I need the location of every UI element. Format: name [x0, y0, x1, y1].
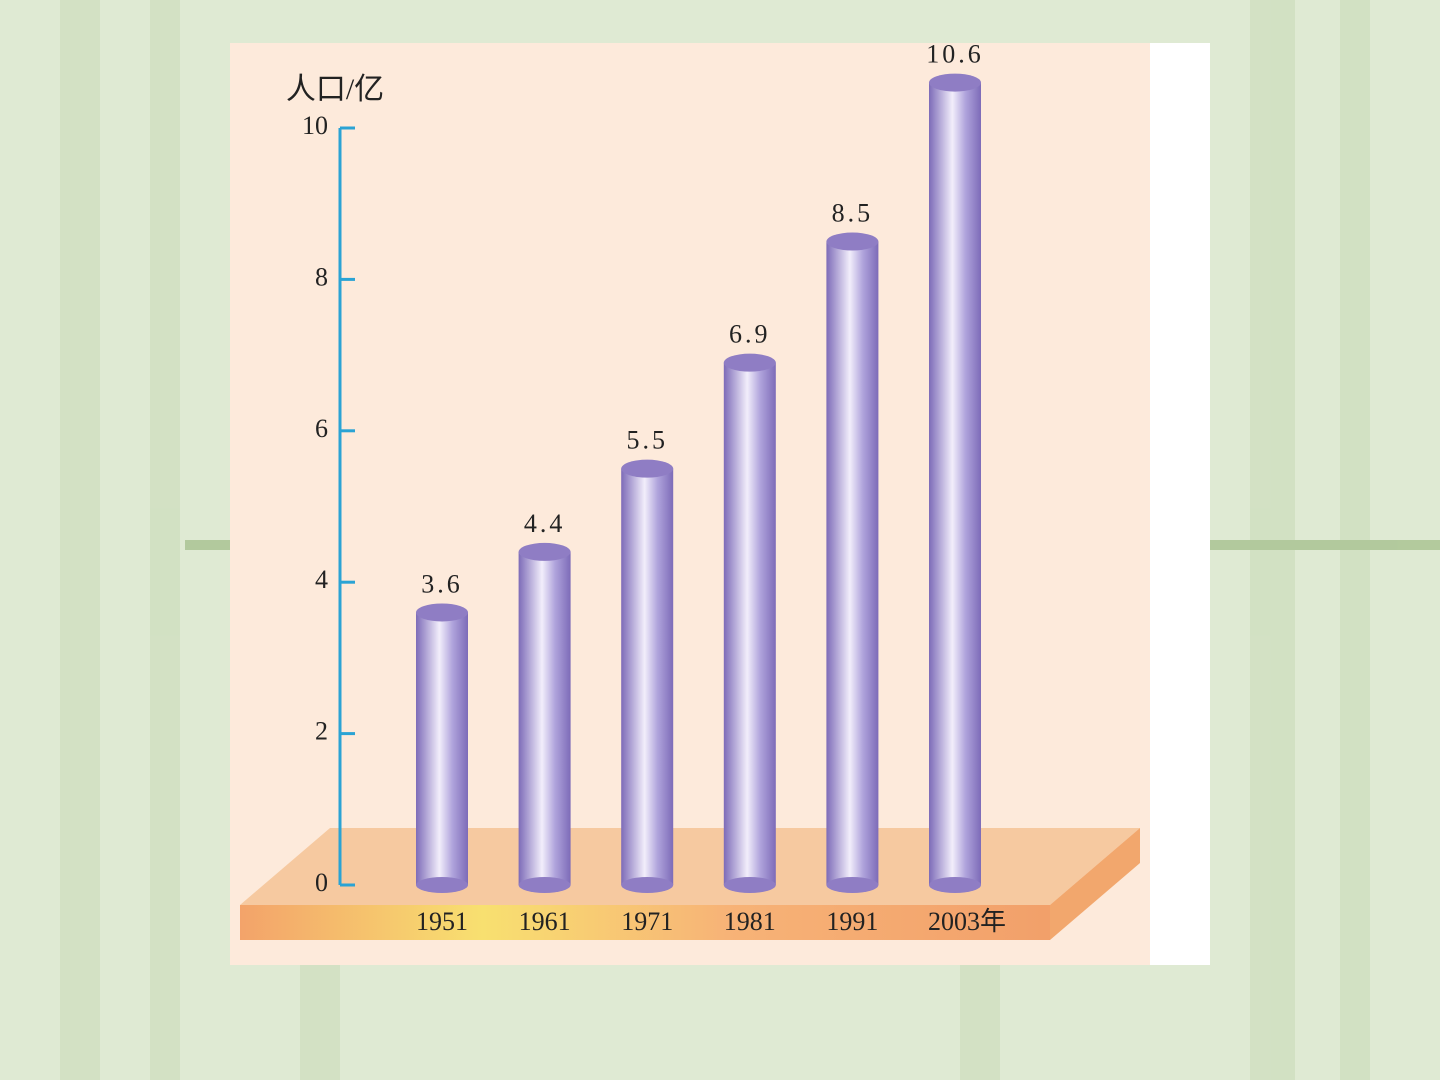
bar [416, 612, 468, 885]
bar-base [929, 877, 981, 893]
value-label: 4.4 [524, 509, 566, 538]
y-tick-label: 6 [315, 414, 328, 443]
platform-side [1050, 828, 1140, 940]
bar-cap [929, 73, 981, 92]
chart-area [230, 43, 1150, 965]
bar-cap [723, 353, 776, 372]
value-label: 10.6 [926, 40, 984, 69]
x-tick-label: 1971 [621, 907, 673, 936]
bar-base [518, 877, 571, 893]
bar-base [723, 877, 776, 893]
y-axis-label: 人口/亿 [286, 73, 384, 106]
bar [518, 551, 571, 885]
x-tick-label: 1961 [519, 907, 571, 936]
bar-base [416, 877, 468, 893]
y-tick-label: 0 [315, 868, 328, 897]
y-tick-label: 10 [302, 111, 328, 140]
bar-cap [416, 603, 468, 622]
bar [929, 82, 981, 885]
bar-cap [621, 459, 674, 478]
bar [826, 241, 879, 886]
bar-base [621, 877, 674, 893]
platform-front [240, 905, 1050, 940]
bar [723, 362, 776, 885]
value-label: 6.9 [729, 320, 771, 349]
bar-cap [518, 542, 571, 561]
value-label: 8.5 [832, 199, 874, 228]
x-tick-label: 1991 [826, 907, 878, 936]
y-tick-label: 8 [315, 262, 328, 291]
bar-cap [826, 232, 879, 251]
x-tick-label: 1981 [724, 907, 776, 936]
bar-base [826, 877, 879, 893]
bar [621, 468, 674, 885]
x-tick-label: 1951 [416, 907, 468, 936]
x-tick-label: 2003年 [928, 907, 1006, 936]
value-label: 3.6 [421, 569, 463, 598]
y-tick-label: 4 [315, 565, 328, 594]
y-tick-label: 2 [315, 717, 328, 746]
bamboo-decoration [60, 0, 1440, 1080]
value-label: 5.5 [626, 426, 668, 455]
platform-top [240, 828, 1140, 905]
